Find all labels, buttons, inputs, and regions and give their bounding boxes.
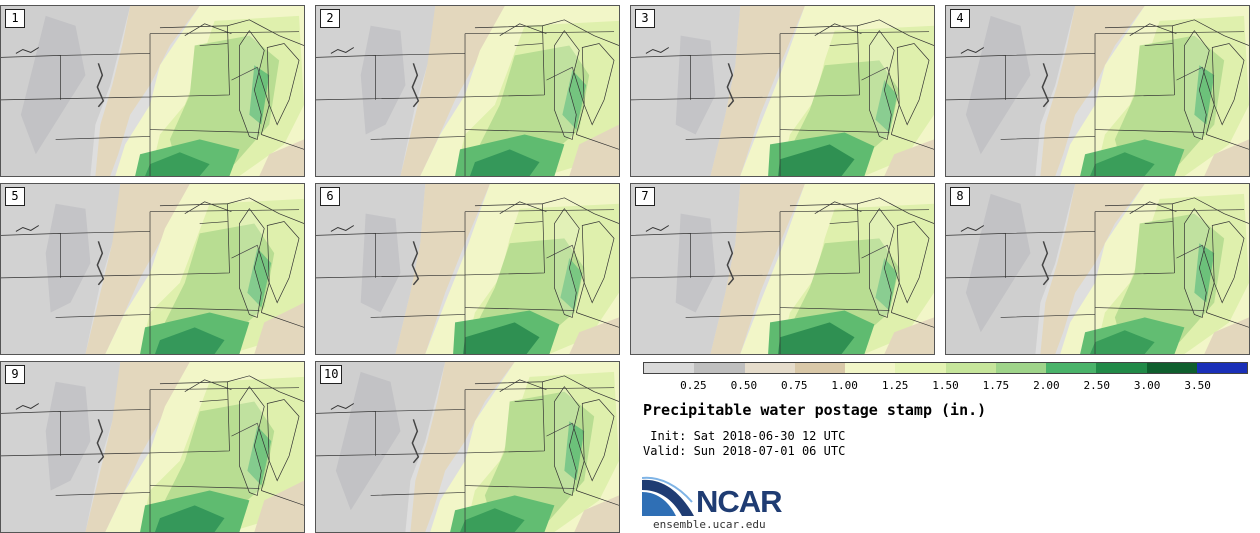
- panel-number: 9: [5, 365, 25, 384]
- colorbar-tick-label: 3.50: [1184, 379, 1211, 392]
- panel-number: 10: [320, 365, 343, 384]
- colorbar-tick-label: 0.50: [730, 379, 758, 392]
- colorbar: [643, 362, 1248, 374]
- colorbar-segment: [794, 363, 845, 373]
- precip-water-map: [631, 184, 934, 354]
- panel-number: 3: [635, 9, 655, 28]
- colorbar-tick-label: 1.00: [831, 379, 858, 392]
- stamp-panel[interactable]: 10: [315, 361, 620, 533]
- colorbar-segment: [845, 363, 896, 373]
- precip-water-map: [1, 362, 304, 532]
- colorbar-ticks: 0.25 0.50 0.75 1.00 1.25 1.50 1.75 2.00 2.50 3.00…: [643, 379, 1248, 393]
- init-time: Init: Sat 2018-06-30 12 UTC: [643, 429, 846, 443]
- logo-url: ensemble.ucar.edu: [653, 518, 766, 531]
- colorbar-segment: [1146, 363, 1197, 373]
- panel-number: 4: [950, 9, 970, 28]
- precip-water-map: [1, 184, 304, 354]
- panel-number: 7: [635, 187, 655, 206]
- valid-time: Valid: Sun 2018-07-01 06 UTC: [643, 444, 846, 458]
- colorbar-tick-label: 2.50: [1083, 379, 1111, 392]
- colorbar-segment: [1046, 363, 1097, 373]
- precip-water-map: [316, 362, 619, 532]
- panel-number: 1: [5, 9, 25, 28]
- stamp-panel[interactable]: 1: [0, 5, 305, 177]
- colorbar-segment: [644, 363, 695, 373]
- precip-water-map: [1, 6, 304, 176]
- colorbar-tick-label: 0.25: [680, 379, 707, 392]
- colorbar-segment: [694, 363, 745, 373]
- precip-water-map: [946, 6, 1249, 176]
- chart-title: Precipitable water postage stamp (in.): [643, 401, 987, 419]
- stamp-panel[interactable]: 2: [315, 5, 620, 177]
- stamp-panel[interactable]: 3: [630, 5, 935, 177]
- stamp-panel[interactable]: 8: [945, 183, 1250, 355]
- colorbar-segment: [945, 363, 996, 373]
- panel-number: 2: [320, 9, 340, 28]
- stamp-panel[interactable]: 7: [630, 183, 935, 355]
- panel-number: 6: [320, 187, 340, 206]
- colorbar-segment: [744, 363, 795, 373]
- colorbar-segment: [895, 363, 946, 373]
- panel-number: 5: [5, 187, 25, 206]
- colorbar-tick-label: 1.75: [982, 379, 1010, 392]
- colorbar-tick-label: 1.25: [881, 379, 909, 392]
- stamp-panel[interactable]: 9: [0, 361, 305, 533]
- precip-water-map: [316, 184, 619, 354]
- precip-water-map: [946, 184, 1249, 354]
- ncar-logo-icon: [642, 476, 694, 516]
- colorbar-tick-label: 3.00: [1133, 379, 1161, 392]
- logo-wordmark: NCAR: [696, 484, 783, 519]
- colorbar-segment: [995, 363, 1046, 373]
- precip-water-map: [631, 6, 934, 176]
- stamp-panel[interactable]: 6: [315, 183, 620, 355]
- panel-number: 8: [950, 187, 970, 206]
- stamp-panel[interactable]: 5: [0, 183, 305, 355]
- precip-water-map: [316, 6, 619, 176]
- stamp-panel[interactable]: 4: [945, 5, 1250, 177]
- colorbar-segment: [1096, 363, 1147, 373]
- colorbar-tick-label: 0.75: [781, 379, 808, 392]
- colorbar-segment: [1196, 363, 1247, 373]
- colorbar-tick-label: 1.50: [932, 379, 959, 392]
- colorbar-tick-label: 2.00: [1033, 379, 1060, 392]
